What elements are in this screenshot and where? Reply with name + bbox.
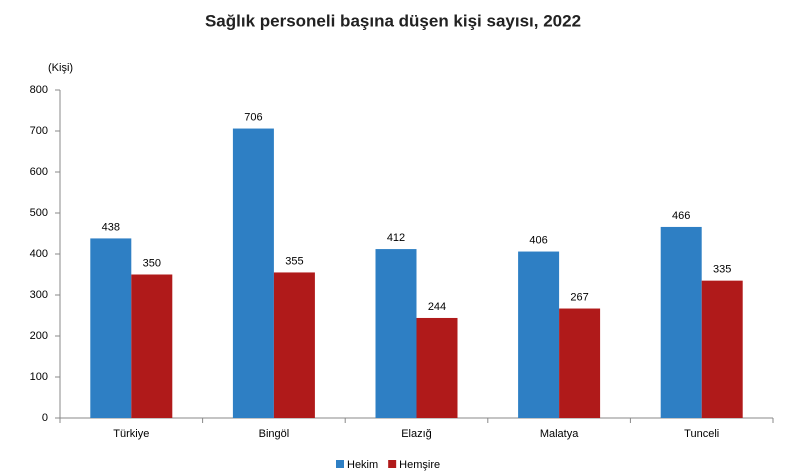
bar <box>131 274 173 418</box>
value-label: 350 <box>143 257 161 269</box>
bar <box>518 251 560 418</box>
bar <box>375 249 417 418</box>
bar <box>232 128 274 419</box>
y-tick-label: 800 <box>30 84 48 96</box>
y-tick-label: 200 <box>30 330 48 342</box>
value-label: 335 <box>713 264 731 276</box>
y-tick-label: 300 <box>30 289 48 301</box>
y-tick-label: 700 <box>30 125 48 137</box>
value-label: 355 <box>285 255 303 267</box>
y-tick-label: 500 <box>30 207 48 219</box>
value-label: 438 <box>102 221 120 233</box>
value-label: 267 <box>570 291 588 303</box>
y-tick-label: 0 <box>42 412 48 424</box>
bar <box>559 308 601 418</box>
x-tick-label: Elazığ <box>401 428 432 440</box>
x-tick-label: Malatya <box>540 428 579 440</box>
bar <box>273 272 315 418</box>
y-tick-label: 100 <box>30 371 48 383</box>
value-label: 406 <box>529 234 547 246</box>
value-label: 412 <box>387 232 405 244</box>
y-tick-label: 600 <box>30 166 48 178</box>
value-label: 244 <box>428 301 446 313</box>
value-label: 466 <box>672 210 690 222</box>
y-axis-label: (Kişi) <box>48 62 73 74</box>
legend-label: Hekim <box>347 459 378 471</box>
y-tick-label: 400 <box>30 248 48 260</box>
value-label: 706 <box>244 111 262 123</box>
legend-swatch <box>388 460 397 468</box>
chart-title: Sağlık personeli başına düşen kişi sayıs… <box>205 11 581 30</box>
bar <box>90 238 132 418</box>
x-tick-label: Bingöl <box>259 428 290 440</box>
bar <box>660 226 702 418</box>
x-tick-label: Tunceli <box>684 428 719 440</box>
bar <box>416 317 458 418</box>
legend-label: Hemşire <box>399 459 440 471</box>
x-tick-label: Türkiye <box>113 428 149 440</box>
legend-swatch <box>336 460 344 468</box>
bar <box>701 280 743 418</box>
